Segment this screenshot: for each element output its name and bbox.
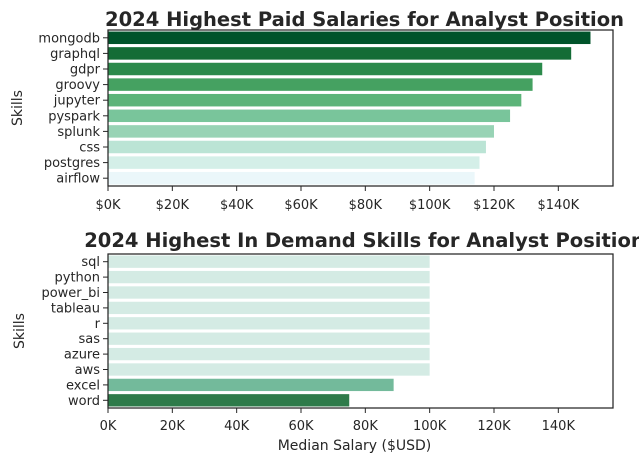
bar-graphql (108, 47, 572, 60)
x-tick-label: $100K (409, 198, 451, 213)
bar-aws (108, 363, 430, 376)
x-tick-label: $60K (284, 198, 318, 213)
chart-title: 2024 Highest Paid Salaries for Analyst P… (105, 8, 624, 31)
y-tick-label: azure (64, 348, 100, 363)
bar-mongodb (108, 31, 591, 45)
bar-airflow (108, 171, 475, 185)
y-tick-label: python (55, 271, 100, 286)
x-tick-label: $80K (349, 198, 383, 213)
bar-r (108, 317, 430, 330)
y-tick-label: groovy (55, 78, 100, 93)
x-tick-label: 140K (542, 419, 576, 434)
y-tick-label: aws (75, 363, 101, 378)
bar-groovy (108, 78, 533, 91)
bar-jupyter (108, 93, 522, 107)
chart-panel-1: 2024 Highest Paid Salaries for Analyst P… (10, 8, 624, 213)
x-tick-label: 80K (353, 419, 379, 434)
y-tick-label: tableau (51, 301, 100, 316)
bar-splunk (108, 125, 494, 138)
chart-panel-2: 2024 Highest In Demand Skills for Analys… (12, 229, 639, 454)
x-tick-label: 20K (160, 419, 186, 434)
bar-pyspark (108, 109, 511, 123)
y-tick-label: postgres (44, 156, 100, 171)
bar-tableau (108, 301, 430, 315)
y-tick-label: pyspark (48, 109, 100, 124)
bar-word (108, 394, 350, 407)
x-tick-label: 60K (288, 419, 314, 434)
y-tick-label: graphql (50, 47, 100, 62)
bar-power_bi (108, 286, 430, 299)
x-tick-label: 120K (477, 419, 511, 434)
y-tick-label: r (95, 317, 101, 332)
y-tick-label: css (79, 141, 100, 156)
y-tick-label: word (68, 394, 100, 409)
bar-python (108, 270, 430, 284)
bar-excel (108, 378, 394, 392)
y-tick-label: power_bi (41, 286, 100, 301)
y-tick-label: sas (78, 332, 100, 347)
x-tick-label: $20K (156, 198, 190, 213)
plot-frame (107, 253, 614, 409)
plot-frame (107, 29, 614, 187)
x-tick-label: 40K (224, 419, 250, 434)
x-axis-label: Median Salary ($USD) (278, 438, 432, 454)
x-tick-label: $120K (473, 198, 515, 213)
y-tick-label: gdpr (70, 63, 101, 78)
x-tick-label: 0K (100, 419, 117, 434)
y-tick-label: airflow (56, 172, 100, 187)
y-tick-label: sql (81, 255, 100, 270)
y-tick-label: jupyter (53, 94, 101, 109)
y-axis-label: Skills (12, 313, 28, 349)
chart-title: 2024 Highest In Demand Skills for Analys… (84, 229, 639, 252)
bar-azure (108, 347, 430, 361)
y-tick-label: mongodb (38, 31, 100, 46)
x-tick-label: 100K (413, 419, 447, 434)
bar-css (108, 140, 486, 154)
bar-postgres (108, 156, 480, 169)
x-tick-label: $0K (95, 198, 121, 213)
bar-sas (108, 332, 430, 345)
bar-sql (108, 255, 430, 268)
y-axis-label: Skills (10, 90, 26, 126)
y-tick-label: excel (66, 378, 100, 393)
x-tick-label: $40K (220, 198, 254, 213)
x-tick-label: $140K (538, 198, 580, 213)
y-tick-label: splunk (57, 125, 100, 140)
bar-gdpr (108, 62, 543, 76)
